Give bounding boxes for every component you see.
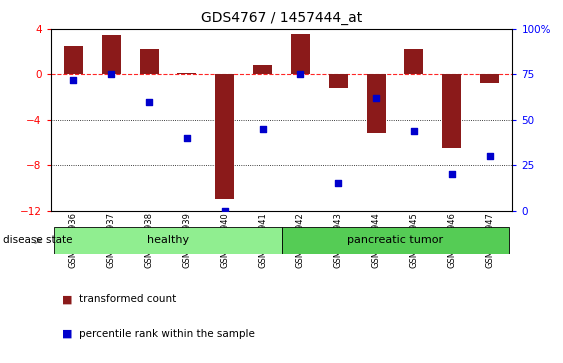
Point [447, 171, 456, 177]
Bar [480, 74, 499, 83]
Bar [177, 73, 196, 74]
Bar [55, 227, 282, 254]
Point [258, 126, 267, 132]
Text: percentile rank within the sample: percentile rank within the sample [79, 329, 254, 339]
Text: GDS4767 / 1457444_at: GDS4767 / 1457444_at [201, 11, 362, 25]
Text: disease state: disease state [3, 236, 72, 245]
Bar [329, 74, 348, 88]
Text: pancreatic tumor: pancreatic tumor [347, 236, 443, 245]
Bar [367, 74, 386, 133]
Point [107, 72, 116, 77]
Point [145, 99, 154, 105]
Bar [291, 34, 310, 74]
Text: ■: ■ [62, 294, 73, 305]
Text: ■: ■ [62, 329, 73, 339]
Text: transformed count: transformed count [79, 294, 176, 305]
Text: healthy: healthy [147, 236, 189, 245]
Bar [215, 74, 234, 199]
Point [409, 128, 418, 134]
Point [69, 77, 78, 83]
Bar [404, 49, 423, 74]
Point [485, 153, 494, 159]
Point [296, 72, 305, 77]
Bar [253, 65, 272, 74]
Point [334, 180, 343, 186]
Point [220, 208, 229, 213]
Point [372, 95, 381, 101]
Bar [102, 35, 120, 74]
Bar [443, 74, 461, 148]
Bar [282, 227, 508, 254]
Bar [64, 46, 83, 74]
Bar [140, 49, 159, 74]
Point [182, 135, 191, 141]
